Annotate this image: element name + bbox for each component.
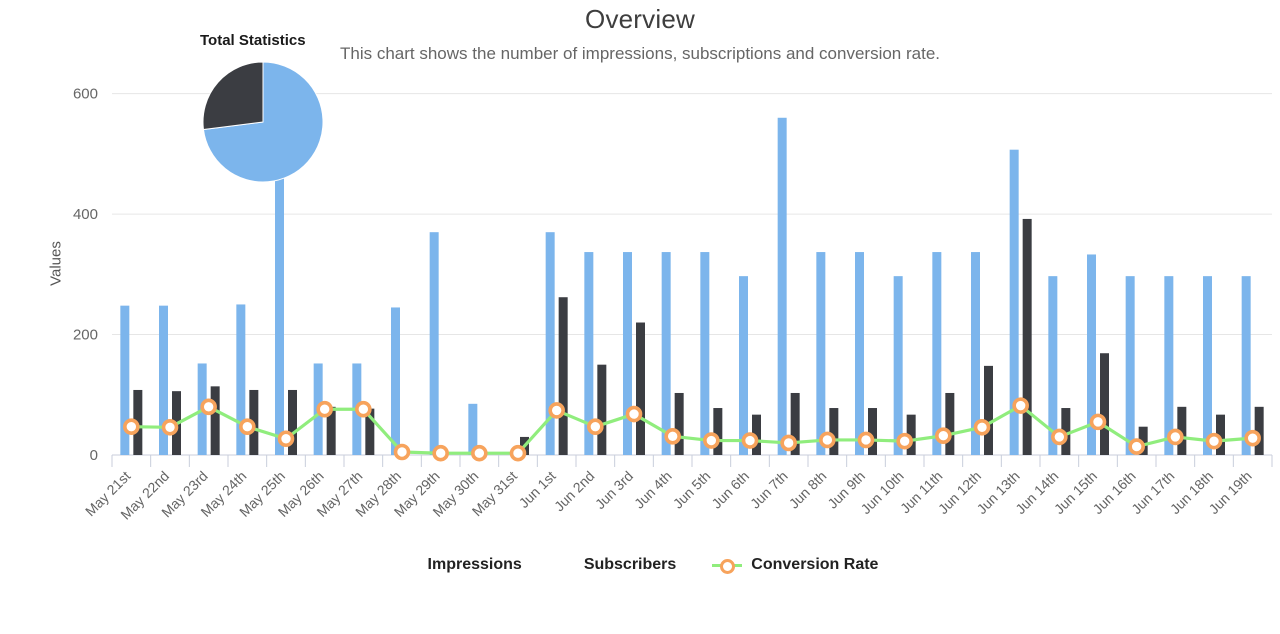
svg-text:Jun 8th: Jun 8th: [786, 468, 830, 512]
circle-icon: [558, 557, 575, 574]
line-markers-conversion-rate[interactable]: [123, 397, 1261, 462]
legend-label: Impressions: [427, 556, 522, 573]
svg-text:0: 0: [90, 447, 98, 464]
pie-chart-title: Total Statistics: [200, 32, 306, 49]
page-title: Overview: [585, 4, 695, 34]
svg-text:Jun 10th: Jun 10th: [857, 468, 906, 517]
svg-text:400: 400: [73, 206, 98, 223]
pie-chart[interactable]: [202, 61, 324, 183]
legend-item-subscribers[interactable]: Subscribers: [558, 556, 676, 574]
svg-text:Jun 2nd: Jun 2nd: [551, 468, 598, 515]
legend-label: Subscribers: [583, 556, 677, 573]
svg-text:Jun 4th: Jun 4th: [631, 468, 675, 512]
chart-legend: Impressions Subscribers Conversion Rate: [0, 556, 1280, 574]
svg-text:200: 200: [73, 327, 98, 344]
y-axis-tick-labels: 0 200 400 600: [73, 86, 98, 464]
line-series-conversion-rate[interactable]: [129, 404, 1255, 455]
circle-icon: [402, 557, 419, 574]
legend-item-conversion-rate[interactable]: Conversion Rate: [712, 556, 878, 574]
chart-subtitle: This chart shows the number of impressio…: [340, 44, 940, 63]
legend-item-impressions[interactable]: Impressions: [402, 556, 522, 574]
svg-text:Jun 7th: Jun 7th: [747, 468, 791, 512]
svg-text:Jun 19th: Jun 19th: [1205, 468, 1254, 517]
legend-label: Conversion Rate: [751, 556, 879, 573]
x-axis-ticks: [111, 455, 1273, 467]
svg-text:600: 600: [73, 86, 98, 103]
bar-series-impressions[interactable]: [120, 93, 1251, 456]
svg-text:Jun 6th: Jun 6th: [708, 468, 752, 512]
svg-text:Jun 5th: Jun 5th: [670, 468, 714, 512]
svg-text:Jun 3rd: Jun 3rd: [592, 468, 636, 512]
line-marker-icon: [712, 557, 743, 574]
